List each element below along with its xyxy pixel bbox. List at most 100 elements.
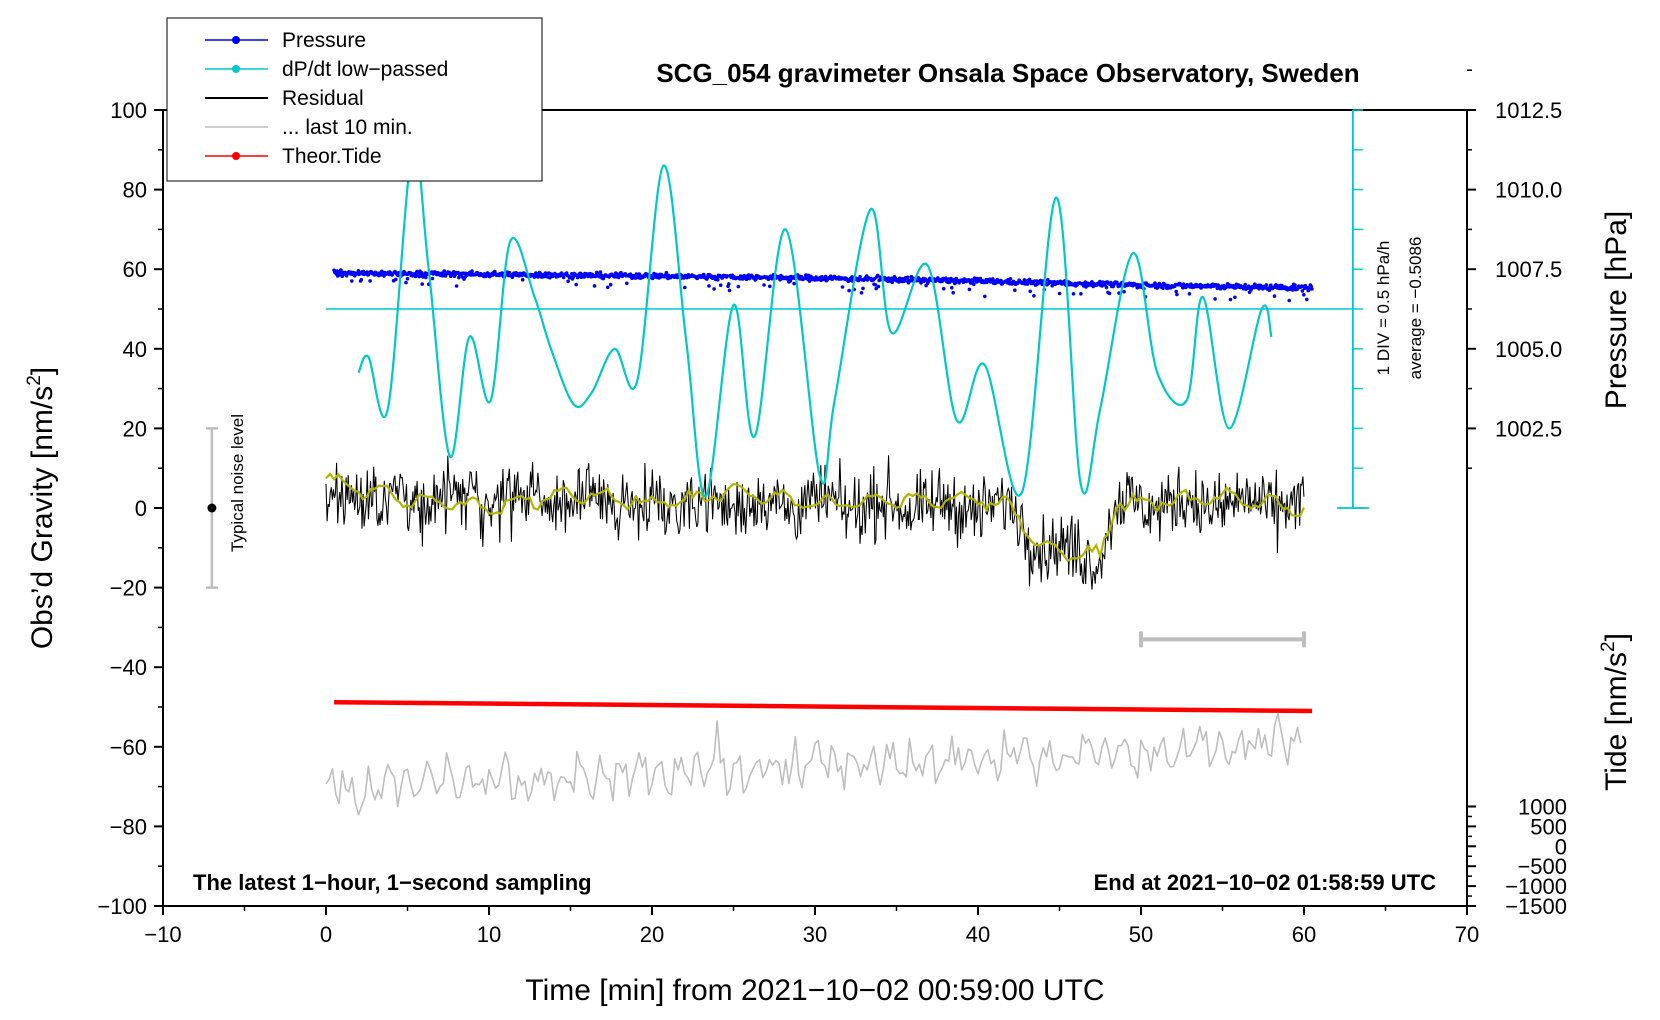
- x-tick-label: 70: [1455, 922, 1479, 947]
- footer-right-label: End at 2021−10−02 01:58:59 UTC: [1094, 870, 1437, 895]
- pressure-point: [442, 269, 447, 273]
- legend-marker: [232, 152, 240, 160]
- footer-left-label: The latest 1−hour, 1−second sampling: [193, 870, 592, 895]
- pressure-point: [1161, 286, 1165, 291]
- y-tick-label: −60: [110, 735, 147, 760]
- pressure-point: [1174, 289, 1178, 294]
- pressure-point: [950, 285, 954, 290]
- pressure-point: [951, 290, 955, 295]
- y-axis-title-left-superscript: 2: [24, 375, 45, 386]
- pressure-point: [1272, 294, 1277, 298]
- pressure-tick-label: 1012.5: [1495, 98, 1562, 123]
- dpdt-scale-label: 1 DIV = 0.5 hPa/h: [1374, 241, 1393, 376]
- pressure-point: [510, 275, 515, 280]
- pressure-point: [394, 277, 398, 282]
- y-tick-label: −100: [97, 894, 147, 919]
- legend: Pressure dP/dt low−passed Residual ... last…: [166, 17, 543, 182]
- noise-bar-center-dot: [207, 503, 217, 513]
- pressure-point: [768, 284, 772, 289]
- pressure-point: [807, 279, 812, 283]
- pressure-point: [905, 275, 910, 280]
- y-tick-label: 60: [123, 257, 147, 282]
- pressure-point: [944, 276, 948, 281]
- pressure-point: [664, 270, 669, 275]
- pressure-point: [736, 284, 741, 289]
- y-tick-label: 0: [135, 496, 147, 521]
- pressure-point: [1269, 283, 1273, 288]
- pressure-point: [847, 288, 851, 293]
- tide-axis-title-superscript: 2: [1598, 641, 1619, 652]
- pressure-point: [500, 271, 504, 275]
- dpdt-series: [357, 145, 1273, 498]
- pressure-point: [919, 281, 923, 285]
- annotation-group: [205, 427, 1306, 648]
- pressure-point: [1213, 297, 1217, 301]
- x-tick-label: 10: [477, 922, 501, 947]
- pressure-point: [566, 279, 570, 284]
- pressure-point: [840, 285, 845, 289]
- legend-item: dP/dt low−passed: [205, 58, 448, 81]
- pressure-point: [1310, 287, 1314, 291]
- x-tick-label: 20: [640, 922, 664, 947]
- y-tick-label: 100: [110, 98, 147, 123]
- pressure-point: [859, 291, 864, 295]
- pressure-point: [788, 278, 793, 283]
- legend-label: dP/dt low−passed: [282, 58, 448, 81]
- residual-smoothed-series: [325, 472, 1305, 563]
- y-tick-label: 20: [123, 416, 147, 441]
- legend-label: Theor.Tide: [282, 145, 382, 168]
- tide-tick-label: 500: [1530, 814, 1567, 839]
- residual-series: [325, 455, 1305, 590]
- tide-tick-label: −1500: [1505, 894, 1567, 919]
- pressure-point: [712, 287, 716, 291]
- pressure-point: [850, 275, 854, 279]
- pressure-point: [1287, 298, 1291, 303]
- pressure-point: [1008, 277, 1013, 281]
- pressure-point: [420, 282, 425, 286]
- y-tick-label: 40: [123, 337, 147, 362]
- pressure-point: [625, 281, 629, 286]
- legend-item: Residual: [205, 87, 364, 110]
- pressure-point: [1104, 285, 1109, 290]
- pressure-point: [598, 270, 603, 274]
- pressure-point: [1032, 294, 1036, 298]
- x-axis-title: Time [min] from 2021−10−02 00:59:00 UTC: [525, 974, 1104, 1007]
- pressure-point: [605, 285, 610, 290]
- pressure-point: [405, 276, 410, 281]
- x-tick-label: 50: [1129, 922, 1153, 947]
- series-group: [325, 145, 1314, 816]
- chart-title: SCG_054 gravimeter Onsala Space Observat…: [656, 58, 1359, 88]
- x-tick-label: 30: [803, 922, 827, 947]
- pressure-point: [873, 283, 878, 287]
- pressure-point: [707, 284, 711, 288]
- pressure-point: [1257, 287, 1261, 291]
- pressure-point: [592, 284, 597, 288]
- pressure-point: [953, 281, 958, 285]
- noise-level-label: Typical noise level: [228, 414, 247, 552]
- pressure-point: [419, 270, 424, 275]
- pressure-point: [727, 288, 732, 293]
- pressure-point: [608, 282, 613, 287]
- pressure-point: [1071, 292, 1076, 296]
- pressure-point: [1057, 291, 1062, 296]
- tide-tick-label: −500: [1517, 854, 1567, 879]
- tide-tick-label: 0: [1555, 834, 1567, 859]
- theoretical-tide-series: [334, 699, 1313, 714]
- tide-tick-label: 1000: [1518, 795, 1567, 820]
- x-tick-label: 0: [320, 922, 332, 947]
- dpdt-average-label: average = −0.5086: [1406, 237, 1425, 380]
- pressure-axis-title: Pressure [hPa]: [1600, 211, 1633, 409]
- pressure-tick-label: 1010.0: [1495, 178, 1562, 203]
- pressure-point: [876, 284, 881, 289]
- pressure-point: [967, 287, 972, 292]
- pressure-series: [332, 268, 1314, 303]
- pressure-point: [725, 274, 730, 278]
- pressure-point: [1305, 297, 1309, 302]
- pressure-point: [350, 279, 354, 283]
- ticks-group: −10 0 10 20 30 40 50 60 70100806040200−20−40−60−…: [97, 69, 1567, 947]
- pressure-point: [1187, 292, 1192, 296]
- pressure-point: [1079, 292, 1083, 296]
- pressure-point: [972, 282, 976, 287]
- pressure-point: [1027, 277, 1032, 282]
- pressure-point: [727, 282, 731, 286]
